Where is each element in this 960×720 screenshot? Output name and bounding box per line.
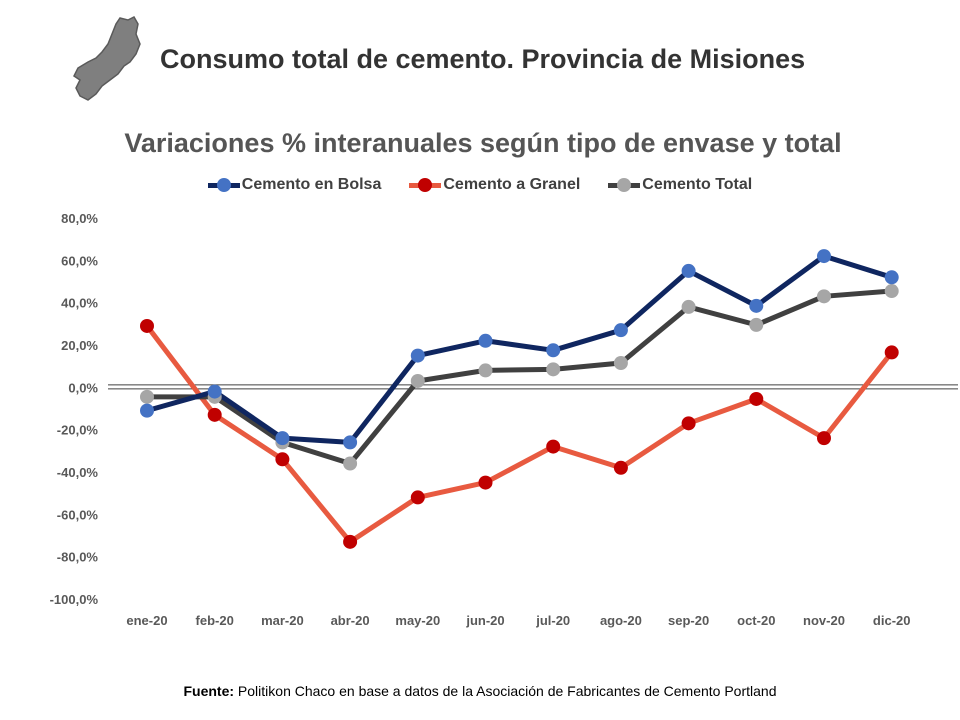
data-point-cemento-en-bolsa [613,323,628,338]
x-tick-label: dic-20 [873,613,911,628]
data-point-cemento-en-bolsa [884,270,899,285]
misiones-province-map-icon [73,16,141,101]
data-point-cemento-en-bolsa [681,263,696,278]
data-point-cemento-en-bolsa [275,431,290,446]
y-tick-label: -20,0% [57,423,99,438]
data-point-cemento-total [884,284,899,299]
y-tick-label: -80,0% [57,550,99,565]
x-tick-label: oct-20 [737,613,775,628]
source-note: Fuente: Politikon Chaco en base a datos … [0,683,960,699]
y-tick-label: 40,0% [61,296,98,311]
data-point-cemento-a-granel [749,391,764,406]
data-point-cemento-total [343,456,358,471]
data-point-cemento-en-bolsa [343,435,358,450]
data-point-cemento-a-granel [817,431,831,446]
legend-swatch [207,175,240,195]
source-label: Fuente: [183,683,235,699]
data-point-cemento-total [817,289,831,304]
series-line-cemento-total [144,288,895,467]
legend-item-cemento-a-granel: Cemento a Granel [409,175,580,195]
x-tick-label: ene-20 [126,613,167,628]
legend-swatch [608,175,641,195]
legend-item-cemento-total: Cemento Total [608,175,752,195]
legend-label: Cemento a Granel [443,176,581,193]
data-point-cemento-a-granel [275,452,290,467]
page-title: Consumo total de cemento. Provincia de M… [160,44,806,74]
legend-label: Cemento en Bolsa [241,176,382,193]
data-point-cemento-en-bolsa [817,249,831,264]
x-tick-label: jul-20 [535,613,570,628]
data-point-cemento-a-granel [140,318,154,333]
data-point-cemento-en-bolsa [207,384,222,399]
x-tick-label: may-20 [395,613,440,628]
x-tick-label: feb-20 [196,613,234,628]
y-tick-label: -60,0% [57,507,99,522]
data-point-cemento-total [681,299,696,314]
x-tick-label: mar-20 [261,613,304,628]
data-point-cemento-total [546,362,561,377]
data-point-cemento-total [140,389,154,404]
legend-label: Cemento Total [642,176,753,193]
source-text: Politikon Chaco en base a datos de la As… [234,683,777,699]
chart-title: Variaciones % interanuales según tipo de… [124,128,842,158]
header: Consumo total de cemento. Provincia de M… [0,0,960,110]
data-point-cemento-a-granel [343,534,358,549]
data-point-cemento-a-granel [613,460,628,475]
data-point-cemento-a-granel [410,490,425,505]
series-line-cemento-en-bolsa [144,253,895,445]
chart-legend: Cemento en Bolsa Cemento a Granel Cemento … [0,175,960,195]
series-line-cemento-a-granel [144,323,895,545]
data-point-cemento-a-granel [478,475,493,490]
data-point-cemento-en-bolsa [749,298,764,313]
data-point-cemento-a-granel [207,407,222,422]
x-tick-label: jun-20 [465,613,504,628]
y-tick-label: 60,0% [61,253,98,268]
data-point-cemento-en-bolsa [478,333,493,348]
y-tick-label: 20,0% [61,338,98,353]
data-point-cemento-total [613,355,628,370]
y-tick-label: -100,0% [50,592,99,607]
data-point-cemento-a-granel [884,345,899,360]
legend-item-cemento-en-bolsa: Cemento en Bolsa [207,175,382,195]
legend-swatch [409,175,442,195]
data-point-cemento-en-bolsa [546,343,561,358]
data-point-cemento-en-bolsa [140,403,154,418]
x-tick-label: sep-20 [668,613,709,628]
x-tick-label: abr-20 [331,613,370,628]
y-tick-label: 0,0% [68,380,98,395]
y-tick-label: 80,0% [61,211,98,226]
data-point-cemento-total [478,363,493,378]
y-tick-label: -40,0% [57,465,99,480]
data-point-cemento-a-granel [546,439,561,454]
x-tick-label: ago-20 [600,613,642,628]
x-tick-label: nov-20 [803,613,845,628]
data-point-cemento-total [749,317,764,332]
data-point-cemento-a-granel [681,416,696,431]
data-point-cemento-en-bolsa [410,348,425,363]
data-point-cemento-total [410,373,425,388]
